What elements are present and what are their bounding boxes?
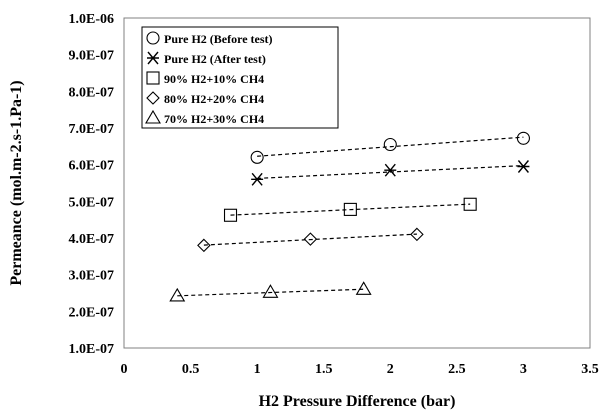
x-tick-label: 1.5: [315, 362, 333, 377]
x-tick-label: 3: [520, 362, 527, 377]
legend-label: 70% H2+30% CH4: [164, 112, 264, 126]
data-point-circle: [516, 131, 530, 145]
legend-marker-asterisk: [147, 51, 159, 65]
data-point-circle: [383, 137, 397, 152]
y-tick-label: 7.0E-07: [69, 122, 115, 137]
y-tick-label: 6.0E-07: [69, 159, 115, 174]
data-point-asterisk: [384, 163, 397, 177]
plot-area: [123, 17, 591, 349]
data-point-square: [223, 208, 238, 222]
legend: Pure H2 (Before test) Pure H2 (After test…: [141, 26, 339, 129]
legend-label: 80% H2+20% CH4: [164, 92, 264, 106]
trendline: [230, 203, 471, 216]
trendline: [177, 288, 364, 297]
legend-marker-diamond: [146, 91, 160, 105]
y-axis: 1.0E-07 2.0E-07 3.0E-07 4.0E-07 5.0E-07 6.0E-…: [69, 12, 115, 357]
data-point-circle: [250, 150, 264, 164]
data-point-square: [463, 197, 477, 211]
legend-label: Pure H2 (After test): [164, 52, 266, 66]
x-axis: 0 0.5 1 1.5 2 2.5 3 3.5: [121, 362, 599, 377]
data-point-square: [343, 202, 357, 216]
y-tick-label: 8.0E-07: [69, 85, 115, 100]
y-tick-label: 1.0E-06: [69, 12, 115, 27]
x-tick-label: 0.5: [182, 362, 200, 377]
y-tick-label: 3.0E-07: [69, 269, 115, 284]
legend-box: [141, 26, 339, 129]
data-point-asterisk: [251, 172, 264, 186]
trendline: [257, 164, 524, 180]
trendline: [257, 136, 524, 157]
data-point-triangle: [262, 284, 279, 298]
x-tick-label: 3.5: [581, 362, 599, 377]
x-axis-title: H2 Pressure Difference (bar): [259, 393, 456, 410]
y-tick-label: 5.0E-07: [69, 195, 115, 210]
y-tick-label: 1.0E-07: [69, 342, 115, 357]
legend-label: 90% H2+10% CH4: [164, 72, 264, 86]
data-point-diamond: [197, 238, 211, 253]
legend-marker-square: [146, 71, 160, 85]
data-point-triangle: [355, 281, 372, 295]
x-tick-label: 1: [254, 362, 261, 377]
data-point-triangle: [169, 287, 186, 302]
data-point-diamond: [303, 232, 318, 246]
x-tick-label: 2: [387, 362, 394, 377]
legend-label: Pure H2 (Before test): [164, 32, 273, 46]
x-tick-label: 2.5: [448, 362, 466, 377]
y-tick-label: 4.0E-07: [69, 232, 115, 247]
data-point-diamond: [410, 227, 424, 242]
y-tick-label: 9.0E-07: [69, 49, 115, 64]
trendlines: [177, 136, 524, 297]
legend-marker-circle: [146, 31, 160, 45]
trendline: [203, 233, 417, 246]
data-points: [169, 131, 530, 302]
y-tick-label: 2.0E-07: [69, 305, 115, 320]
legend-marker-triangle: [145, 109, 161, 124]
y-axis-title: Permeance (mol.m-2.s-1.Pa-1): [8, 80, 25, 285]
data-point-asterisk: [517, 160, 530, 173]
x-tick-label: 0: [121, 362, 128, 377]
